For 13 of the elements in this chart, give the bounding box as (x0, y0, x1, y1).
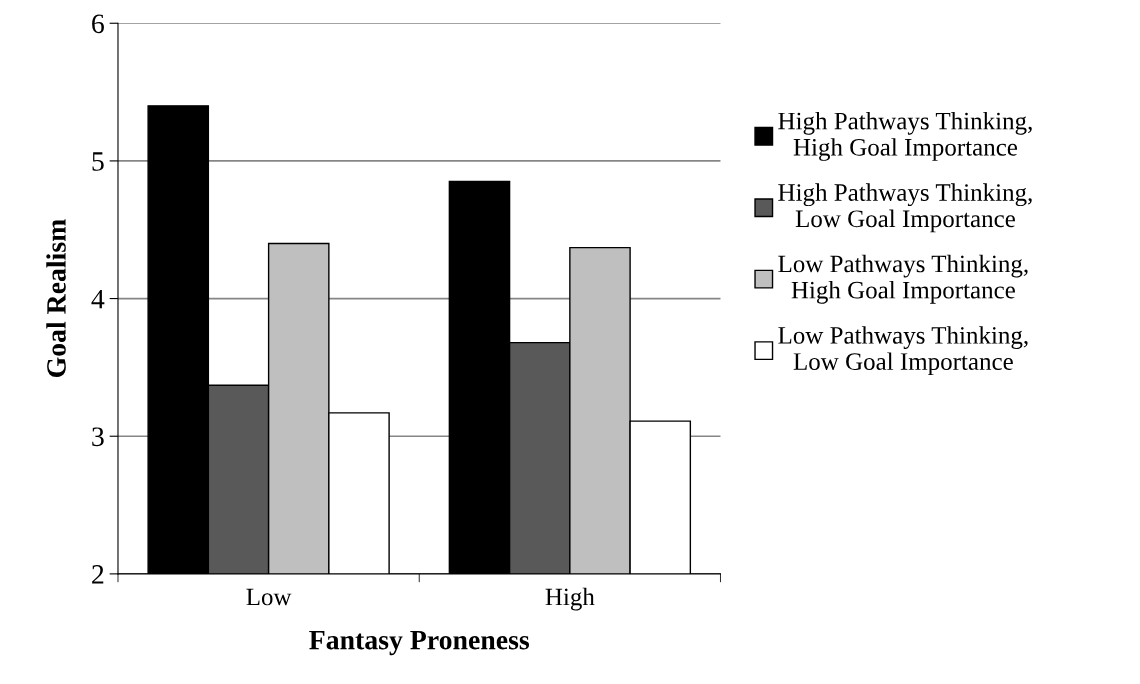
y-axis-title: Goal Realism (46, 219, 66, 378)
x-axis-title: Fantasy Proneness (309, 630, 530, 656)
y-tick-label: 3 (92, 427, 104, 447)
x-tick-label: High (545, 587, 595, 611)
legend-label: High Pathways Thinking, High Goal Importance (778, 111, 1032, 161)
y-tick-label: 6 (92, 14, 104, 34)
y-tick-label: 2 (92, 565, 104, 584)
legend-label: Low Pathways Thinking, Low Goal Importance (778, 326, 1028, 376)
x-tick-label: Low (246, 588, 292, 606)
legend-label: Low Pathways Thinking, High Goal Importance (778, 254, 1028, 304)
legend-label: High Pathways Thinking, Low Goal Importance (778, 183, 1032, 233)
y-tick-label: 4 (91, 289, 105, 309)
y-tick-label: 5 (92, 152, 104, 171)
